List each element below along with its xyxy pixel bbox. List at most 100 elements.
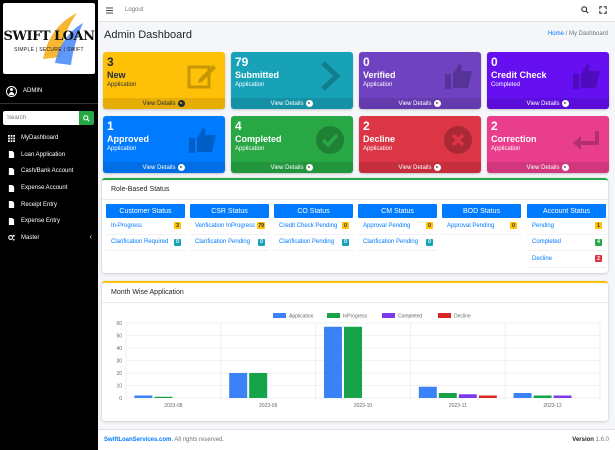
bar <box>249 373 268 398</box>
document-icon <box>8 167 15 175</box>
bar <box>134 395 153 398</box>
sidebar-item-label: Cash/Bank Account <box>21 168 74 175</box>
return-arrow-icon <box>573 131 599 150</box>
status-row[interactable]: In-Progress 3 <box>106 218 185 235</box>
stat-count: 3 <box>107 55 114 69</box>
stat-label: Decline <box>363 134 396 144</box>
view-details-label: View Details <box>142 164 176 171</box>
gears-icon <box>8 235 15 241</box>
sidebar-item-cash-bank-account[interactable]: Cash/Bank Account <box>0 163 98 180</box>
status-label: Completed <box>532 239 562 246</box>
bar <box>533 395 552 398</box>
dashboard-grid-icon <box>8 134 15 142</box>
user-panel[interactable]: ADMIN <box>6 84 42 98</box>
divider <box>102 302 608 303</box>
sidebar-item-loan-application[interactable]: Loan Application <box>0 147 98 164</box>
status-label: Clarification Pending <box>195 239 251 246</box>
sidebar-item-label: Expense Entry <box>21 218 61 225</box>
sidebar-search-input[interactable] <box>3 111 79 125</box>
status-row[interactable]: Completed 4 <box>527 235 606 252</box>
document-icon <box>8 184 15 192</box>
bar <box>154 396 173 398</box>
view-details-link[interactable]: View Details <box>103 98 225 109</box>
view-details-link[interactable]: View Details <box>359 98 481 109</box>
arrow-circle-right-icon <box>178 164 186 171</box>
sidebar-item-label: Receipt Entry <box>21 201 58 208</box>
stat-box-submitted: 79 Submitted Application View Details <box>231 52 353 109</box>
chevron-right-icon <box>321 61 341 91</box>
document-icon <box>8 217 15 225</box>
stat-label: Verified <box>363 70 396 80</box>
document-icon <box>8 201 15 209</box>
bar <box>344 326 362 398</box>
page-footer: SwiftLoanServices.com. All rights reserv… <box>98 429 615 450</box>
logout-link[interactable]: Logout <box>125 7 144 13</box>
role-column: BOD Status Approval Pending 0 <box>442 204 521 235</box>
view-details-link[interactable]: View Details <box>359 162 481 173</box>
status-row[interactable]: Approval Pending 0 <box>358 218 437 235</box>
status-row[interactable]: Clarification Required 0 <box>106 235 185 252</box>
legend-swatch <box>273 313 286 318</box>
brand-logo[interactable]: SWIFT LOAN SIMPLE | SECURE | SWIFT <box>3 3 95 74</box>
status-label: Approval Pending <box>447 222 495 229</box>
stat-sublabel: Application <box>491 146 521 152</box>
view-details-link[interactable]: View Details <box>231 98 353 109</box>
version: Version 1.6.0 <box>572 437 609 443</box>
status-row[interactable]: Decline 2 <box>527 251 606 268</box>
stat-sublabel: Application <box>235 82 265 88</box>
status-row[interactable]: Pending 1 <box>527 218 606 235</box>
status-row[interactable]: Verification InProgress 79 <box>190 218 269 235</box>
stat-count: 0 <box>491 55 498 69</box>
count-badge: 2 <box>595 255 602 263</box>
sidebar-item-expense-entry[interactable]: Expense Entry <box>0 213 98 230</box>
y-tick-label: 10 <box>116 383 122 389</box>
menu-toggle-icon[interactable] <box>106 7 113 14</box>
status-row[interactable]: Clarification Pending 0 <box>274 235 353 252</box>
search-icon[interactable] <box>581 6 589 14</box>
site-link[interactable]: SwiftLoanServices.com <box>104 437 172 443</box>
y-tick-label: 40 <box>116 346 122 352</box>
y-tick-label: 0 <box>119 396 122 402</box>
status-row[interactable]: Approval Pending 0 <box>442 218 521 235</box>
stat-count: 4 <box>235 119 242 133</box>
stat-count: 2 <box>363 119 370 133</box>
role-column: Customer Status In-Progress 3 Clarification… <box>106 204 185 252</box>
view-details-link[interactable]: View Details <box>231 162 353 173</box>
view-details-label: View Details <box>142 100 176 107</box>
role-column-header: Account Status <box>527 204 606 218</box>
status-label: Decline <box>532 255 553 262</box>
count-badge: 79 <box>257 222 265 229</box>
bar <box>229 373 248 398</box>
y-tick-label: 20 <box>116 371 122 377</box>
brand-name: SWIFT LOAN <box>3 29 95 44</box>
top-navbar: Logout <box>98 0 615 22</box>
view-details-link[interactable]: View Details <box>487 98 609 109</box>
check-circle-icon <box>316 126 344 154</box>
stat-box-verified: 0 Verified Application View Details <box>359 52 481 109</box>
sidebar-item-mydashboard[interactable]: MyDashboard <box>0 130 98 147</box>
sidebar-item-receipt-entry[interactable]: Receipt Entry <box>0 196 98 213</box>
status-row[interactable]: Clarification Pending 0 <box>190 235 269 252</box>
view-details-link[interactable]: View Details <box>487 162 609 173</box>
legend-label: InProgress <box>343 314 368 320</box>
brand-tagline: SIMPLE | SECURE | SWIFT <box>14 47 84 53</box>
status-row[interactable]: Clarification Pending 0 <box>358 235 437 252</box>
stat-label: Credit Check <box>491 70 547 80</box>
legend-swatch <box>382 313 395 318</box>
sidebar-item-master[interactable]: Master ‹ <box>0 230 98 247</box>
breadcrumb-home[interactable]: Home <box>547 31 564 37</box>
sidebar-search-button[interactable] <box>79 111 94 125</box>
y-tick-label: 60 <box>116 321 122 327</box>
role-column-header: BOD Status <box>442 204 521 218</box>
arrow-circle-right-icon <box>178 100 186 107</box>
sidebar-item-expense-account[interactable]: Expense Account <box>0 180 98 197</box>
sidebar-item-label: Expense Account <box>21 185 68 192</box>
status-row[interactable]: Credit Check Pending 0 <box>274 218 353 235</box>
x-tick-label: 2023-09 <box>259 403 278 409</box>
month-wise-chart-card: Month Wise Application Application InProg… <box>102 281 608 421</box>
status-label: Pending <box>532 222 555 229</box>
count-badge: 0 <box>426 238 433 246</box>
bar <box>418 386 437 398</box>
view-details-link[interactable]: View Details <box>103 162 225 173</box>
fullscreen-icon[interactable] <box>599 6 607 14</box>
